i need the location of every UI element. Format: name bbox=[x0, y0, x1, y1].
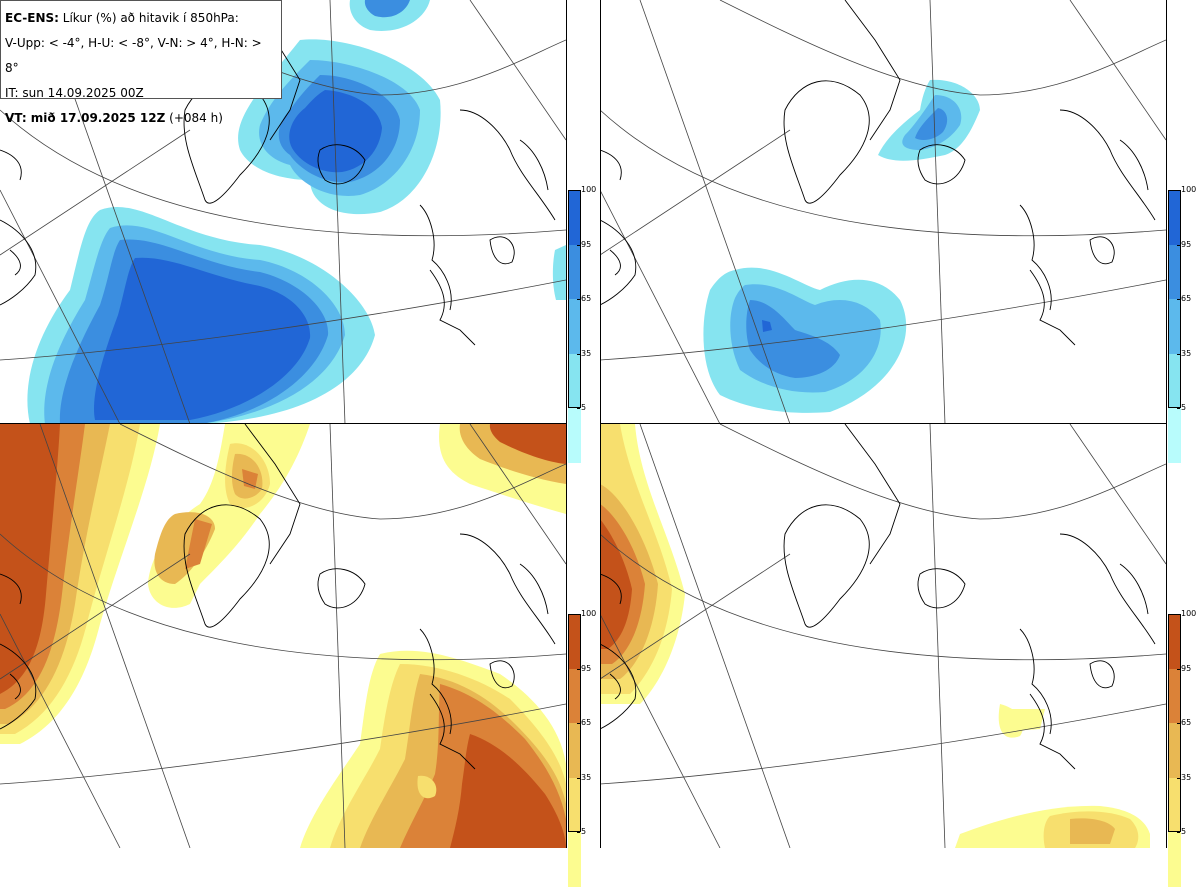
colorbar-tick-label: 95 bbox=[576, 239, 592, 249]
probability-field bbox=[0, 424, 566, 848]
colorbar-segment bbox=[568, 614, 581, 669]
colorbar-segment bbox=[568, 723, 581, 778]
colorbar-tick-label: 100 bbox=[1176, 609, 1197, 618]
horizontal-divider bbox=[600, 423, 1166, 424]
graticule bbox=[600, 424, 1166, 848]
coastline bbox=[0, 424, 556, 770]
colorbar-tick-label: 35 bbox=[576, 348, 592, 358]
graticule bbox=[600, 0, 1166, 424]
vertical-border bbox=[1166, 0, 1167, 848]
graticule bbox=[0, 424, 566, 848]
colorbar-tick-label: 35 bbox=[576, 772, 592, 782]
vertical-border bbox=[566, 0, 567, 848]
colorbar-segment bbox=[1168, 668, 1181, 724]
colorbar-tick-label: 100 bbox=[1176, 185, 1197, 194]
colorbar-tick-label: 95 bbox=[576, 663, 592, 673]
colorbar-tick-label: 100 bbox=[576, 185, 597, 194]
info-line-1: EC-ENS: Líkur (%) að hitavik í 850hPa: bbox=[5, 11, 239, 25]
colorbar-segment bbox=[568, 668, 581, 724]
info-line-2: V-Upp: < -4°, H-U: < -8°, V-N: > 4°, H-N… bbox=[5, 36, 262, 75]
colorbar-tick-label: 35 bbox=[1176, 348, 1192, 358]
colorbar-tick-label: 95 bbox=[1176, 239, 1192, 249]
probability-field bbox=[703, 79, 980, 413]
probability-field bbox=[27, 0, 566, 424]
colorbar-segment bbox=[568, 353, 581, 409]
info-line-3: IT: sun 14.09.2025 00Z bbox=[5, 86, 144, 100]
colorbar-tick-label: 5 bbox=[1176, 403, 1187, 412]
colorbar-segment bbox=[568, 299, 581, 354]
colorbar-tick-label: 5 bbox=[1176, 827, 1187, 836]
colorbar-segment bbox=[1168, 777, 1181, 833]
map-panel-bottom-left bbox=[0, 424, 566, 848]
map-panel-bottom-right bbox=[600, 424, 1166, 848]
colorbar-segment bbox=[1168, 614, 1181, 669]
info-line-4: VT: mið 17.09.2025 12Z (+084 h) bbox=[5, 111, 223, 125]
map-panel-top-right bbox=[600, 0, 1166, 424]
coastline bbox=[600, 424, 1156, 770]
colorbar-segment bbox=[1168, 190, 1181, 245]
colorbar-tick-label: 65 bbox=[576, 718, 592, 727]
map-panel-top-left bbox=[0, 0, 566, 424]
colorbar-segment bbox=[1168, 299, 1181, 354]
colorbar-tick-label: 65 bbox=[1176, 718, 1192, 727]
colorbar-segment bbox=[568, 190, 581, 245]
colorbar-tick-label: 5 bbox=[576, 827, 587, 836]
colorbar-tick-label: 65 bbox=[1176, 294, 1192, 303]
colorbar-tick-label: 65 bbox=[576, 294, 592, 303]
colorbar-segment bbox=[568, 408, 581, 463]
colorbar-segment bbox=[1168, 723, 1181, 778]
horizontal-divider bbox=[0, 423, 566, 424]
colorbar-tick-label: 35 bbox=[1176, 772, 1192, 782]
colorbar-segment bbox=[568, 777, 581, 833]
coastline bbox=[600, 0, 1156, 346]
vertical-border bbox=[600, 0, 601, 848]
colorbar-tick-label: 95 bbox=[1176, 663, 1192, 673]
colorbar-tick-label: 5 bbox=[576, 403, 587, 412]
colorbar-segment bbox=[1168, 244, 1181, 300]
colorbar-segment bbox=[1168, 832, 1181, 887]
colorbar-tick-label: 100 bbox=[576, 609, 597, 618]
colorbar-segment bbox=[1168, 353, 1181, 409]
colorbar-segment bbox=[568, 244, 581, 300]
colorbar-segment bbox=[1168, 408, 1181, 463]
info-box: EC-ENS: Líkur (%) að hitavik í 850hPa: V… bbox=[0, 0, 282, 125]
probability-field bbox=[600, 424, 1150, 848]
colorbar-segment bbox=[568, 832, 581, 887]
